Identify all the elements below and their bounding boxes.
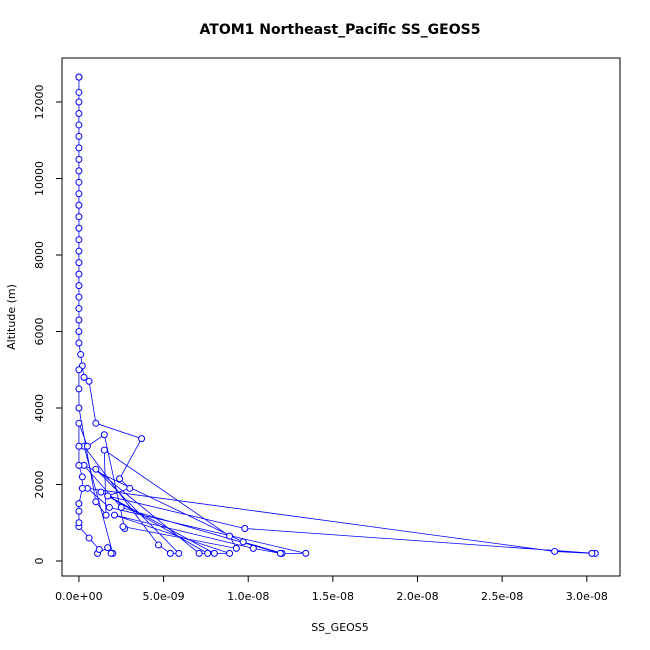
point (80, 373, 88, 381)
point (75, 73, 83, 81)
point (119, 523, 127, 531)
point (75, 327, 83, 335)
x-tick-label: 3.0e-08 (566, 590, 608, 603)
y-tick-label: 6000 (33, 317, 46, 345)
point (232, 544, 240, 552)
point (75, 293, 83, 301)
point (239, 538, 247, 546)
point (75, 419, 83, 427)
point (241, 524, 249, 532)
point (75, 236, 83, 244)
point (75, 190, 83, 198)
point (75, 132, 83, 140)
point (204, 549, 212, 557)
point (107, 549, 115, 557)
point (95, 546, 103, 554)
point (75, 507, 83, 515)
point (75, 224, 83, 232)
y-tick-label: 12000 (33, 84, 46, 119)
point (175, 549, 183, 557)
point (75, 282, 83, 290)
y-tick-label: 10000 (33, 161, 46, 196)
x-tick-label: 1.5e-08 (312, 590, 354, 603)
point (75, 247, 83, 255)
point (75, 442, 83, 450)
point (75, 339, 83, 347)
point (75, 270, 83, 278)
point (75, 305, 83, 313)
point (75, 144, 83, 152)
point (75, 316, 83, 324)
point (110, 511, 118, 519)
point (75, 461, 83, 469)
point (116, 475, 124, 483)
point (77, 350, 85, 358)
point (75, 259, 83, 267)
point (100, 446, 108, 454)
y-tick-label: 4000 (33, 394, 46, 422)
point (226, 532, 234, 540)
point (102, 511, 110, 519)
point (75, 178, 83, 186)
point (166, 549, 174, 557)
point (195, 549, 203, 557)
y-tick-label: 8000 (33, 241, 46, 269)
point (154, 541, 162, 549)
point (92, 498, 100, 506)
point (210, 549, 218, 557)
point (85, 377, 93, 385)
x-tick-label: 2.0e-08 (396, 590, 438, 603)
point (249, 544, 257, 552)
point (75, 519, 83, 527)
x-tick-label: 1.0e-08 (227, 590, 269, 603)
point (117, 503, 125, 511)
point (92, 465, 100, 473)
point (105, 503, 113, 511)
point (302, 549, 310, 557)
point (75, 385, 83, 393)
y-axis-label: Altitude (m) (5, 284, 18, 350)
x-axis-label: SS_GEOS5 (311, 621, 369, 634)
point (78, 473, 86, 481)
point (75, 500, 83, 508)
point (83, 442, 91, 450)
point (104, 492, 112, 500)
point (78, 484, 86, 492)
point (126, 484, 134, 492)
point (75, 366, 83, 374)
x-tick-label: 2.5e-08 (481, 590, 523, 603)
x-tick-label: 5.0e-09 (142, 590, 184, 603)
point (226, 549, 234, 557)
point (75, 167, 83, 175)
y-tick-label: 0 (33, 558, 46, 565)
plot-frame (61, 57, 621, 577)
point (75, 109, 83, 117)
point (276, 549, 284, 557)
point (551, 547, 559, 555)
x-tick-label: 0.0e+00 (55, 590, 102, 603)
point (138, 435, 146, 443)
point (75, 88, 83, 96)
point (92, 419, 100, 427)
point (75, 98, 83, 106)
chart-title: ATOM1 Northeast_Pacific SS_GEOS5 (200, 22, 481, 38)
point (75, 213, 83, 221)
point (100, 431, 108, 439)
point (104, 544, 112, 552)
point (85, 534, 93, 542)
point (588, 549, 596, 557)
point (75, 201, 83, 209)
point (75, 155, 83, 163)
point (75, 404, 83, 412)
y-tick-label: 2000 (33, 471, 46, 499)
point (97, 488, 105, 496)
point (75, 121, 83, 129)
